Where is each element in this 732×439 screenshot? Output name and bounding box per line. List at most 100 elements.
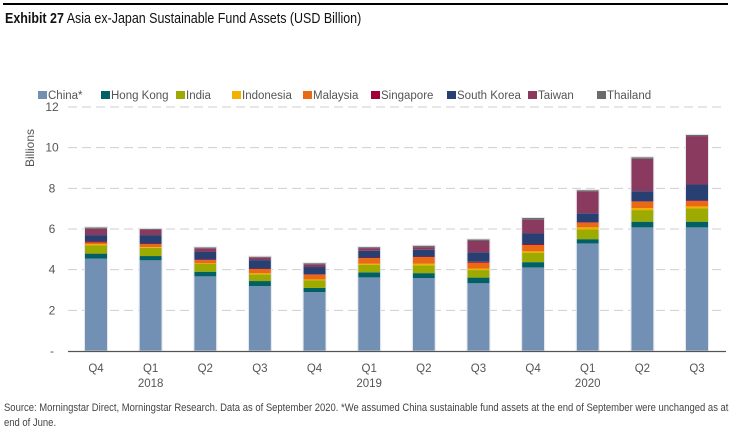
bar-segment-singapore <box>686 200 708 202</box>
bar-segment-hongkong <box>194 271 217 277</box>
bar-segment-southkorea <box>522 233 545 245</box>
bar-segment-southkorea <box>467 252 490 262</box>
bar-segment-taiwan <box>248 257 271 261</box>
bar-segment-india <box>467 270 490 278</box>
legend-swatch <box>303 91 312 99</box>
x-year-label: 2018 <box>138 378 164 390</box>
legend-swatch <box>38 91 47 99</box>
legend-label: China* <box>48 90 83 102</box>
stacked-bar-chart: China* Hong Kong India Indonesia Malaysia Sin… <box>23 90 726 390</box>
x-tick-label: Q3 <box>689 363 704 375</box>
bar-segment-india <box>686 208 708 222</box>
bar-stack <box>630 156 655 352</box>
bar-segment-taiwan <box>194 248 217 252</box>
bar-segment-india <box>631 210 654 222</box>
y-axis-label: Billions <box>23 129 37 167</box>
bar-segment-india <box>85 245 107 254</box>
legend-label: Hong Kong <box>111 90 169 102</box>
bar-segment-india <box>248 274 271 282</box>
bar-segment-malaysia <box>522 245 545 252</box>
y-tick-label: 12 <box>45 100 59 114</box>
legend-item: India <box>176 90 212 102</box>
x-year-label: 2019 <box>356 378 382 390</box>
bar-segment-hongkong <box>686 221 708 228</box>
bar-segment-hongkong <box>139 256 162 261</box>
bar-segment-taiwan <box>303 264 326 268</box>
bar-segment-indonesia <box>85 244 107 246</box>
bar-segment-malaysia <box>412 257 435 264</box>
header-rule <box>3 3 728 5</box>
bar-segment-hongkong <box>303 287 326 293</box>
bar-segment-india <box>522 252 545 263</box>
bar-segment-thailand <box>522 218 545 220</box>
bar-segment-singapore <box>303 274 326 275</box>
bar-stack <box>357 246 382 352</box>
bar-segment-malaysia <box>467 262 490 269</box>
bar-segment-taiwan <box>467 240 490 253</box>
bar-segment-taiwan <box>576 191 599 214</box>
bar-stack <box>685 133 709 352</box>
bar-segment-singapore <box>139 243 162 245</box>
bar-segment-indonesia <box>139 247 162 248</box>
x-tick-label: Q3 <box>471 363 486 375</box>
bar-segment-thailand <box>686 134 708 137</box>
bar-segment-india <box>358 264 381 273</box>
bar-segment-indonesia <box>522 251 545 253</box>
x-tick-label: Q1 <box>580 363 595 375</box>
bar-stack <box>411 244 436 352</box>
bar-segment-taiwan <box>631 158 654 192</box>
bar-segment-hongkong <box>358 272 381 278</box>
x-tick-label: Q4 <box>88 363 104 375</box>
bar-segment-china <box>194 276 217 351</box>
bar-segment-india <box>194 263 217 272</box>
legend-label: Taiwan <box>538 90 574 102</box>
bar-segment-hongkong <box>412 273 435 279</box>
bar-segment-china <box>85 258 107 351</box>
bar-segment-hongkong <box>467 277 490 284</box>
y-tick-label: 8 <box>49 181 56 195</box>
x-tick-label: Q4 <box>525 363 541 375</box>
legend-swatch <box>528 91 537 99</box>
bar-segment-malaysia <box>686 201 708 207</box>
legend-item: China* <box>38 90 83 102</box>
bar-segment-indonesia <box>358 263 381 265</box>
bar-segment-indonesia <box>194 263 217 264</box>
bar-segment-southkorea <box>576 213 599 223</box>
exhibit-label: Exhibit 27 <box>5 11 64 27</box>
x-tick-label: Q1 <box>143 363 158 375</box>
bar-segment-singapore <box>467 261 490 263</box>
bar-segment-thailand <box>139 228 162 230</box>
bar-segment-taiwan <box>139 229 162 236</box>
bar-segment-malaysia <box>139 244 162 248</box>
legend-swatch <box>371 91 380 99</box>
bar-segment-southkorea <box>85 235 107 242</box>
bar-segment-thailand <box>412 245 435 248</box>
legend-item: South Korea <box>447 90 522 102</box>
bar-segment-china <box>631 227 654 351</box>
bar-segment-taiwan <box>686 136 708 185</box>
legend-item: Singapore <box>371 90 433 102</box>
legend-swatch <box>447 91 456 99</box>
bar-stack <box>247 255 272 352</box>
exhibit-title: Asia ex-Japan Sustainable Fund Assets (U… <box>66 11 362 27</box>
bar-segment-china <box>576 243 599 351</box>
bar-segment-southkorea <box>412 249 435 257</box>
bar-segment-india <box>412 265 435 274</box>
legend-item: Malaysia <box>303 90 359 102</box>
bar-segment-malaysia <box>631 201 654 209</box>
bar-segment-southkorea <box>194 251 217 260</box>
bar-segment-china <box>412 278 435 351</box>
bar-segment-malaysia <box>194 260 217 264</box>
bar-stack <box>521 217 546 352</box>
bar-segment-thailand <box>576 190 599 192</box>
bar-segment-hongkong <box>248 281 271 287</box>
bar-segment-indonesia <box>576 227 599 230</box>
bar-segment-hongkong <box>631 221 654 228</box>
bar-segment-india <box>139 247 162 257</box>
bar-segment-india <box>576 229 599 240</box>
bar-segment-singapore <box>194 259 217 261</box>
bar-segment-indonesia <box>467 268 490 271</box>
x-tick-label: Q1 <box>362 363 377 375</box>
bar-segment-indonesia <box>248 273 271 275</box>
x-tick-label: Q2 <box>198 363 213 375</box>
